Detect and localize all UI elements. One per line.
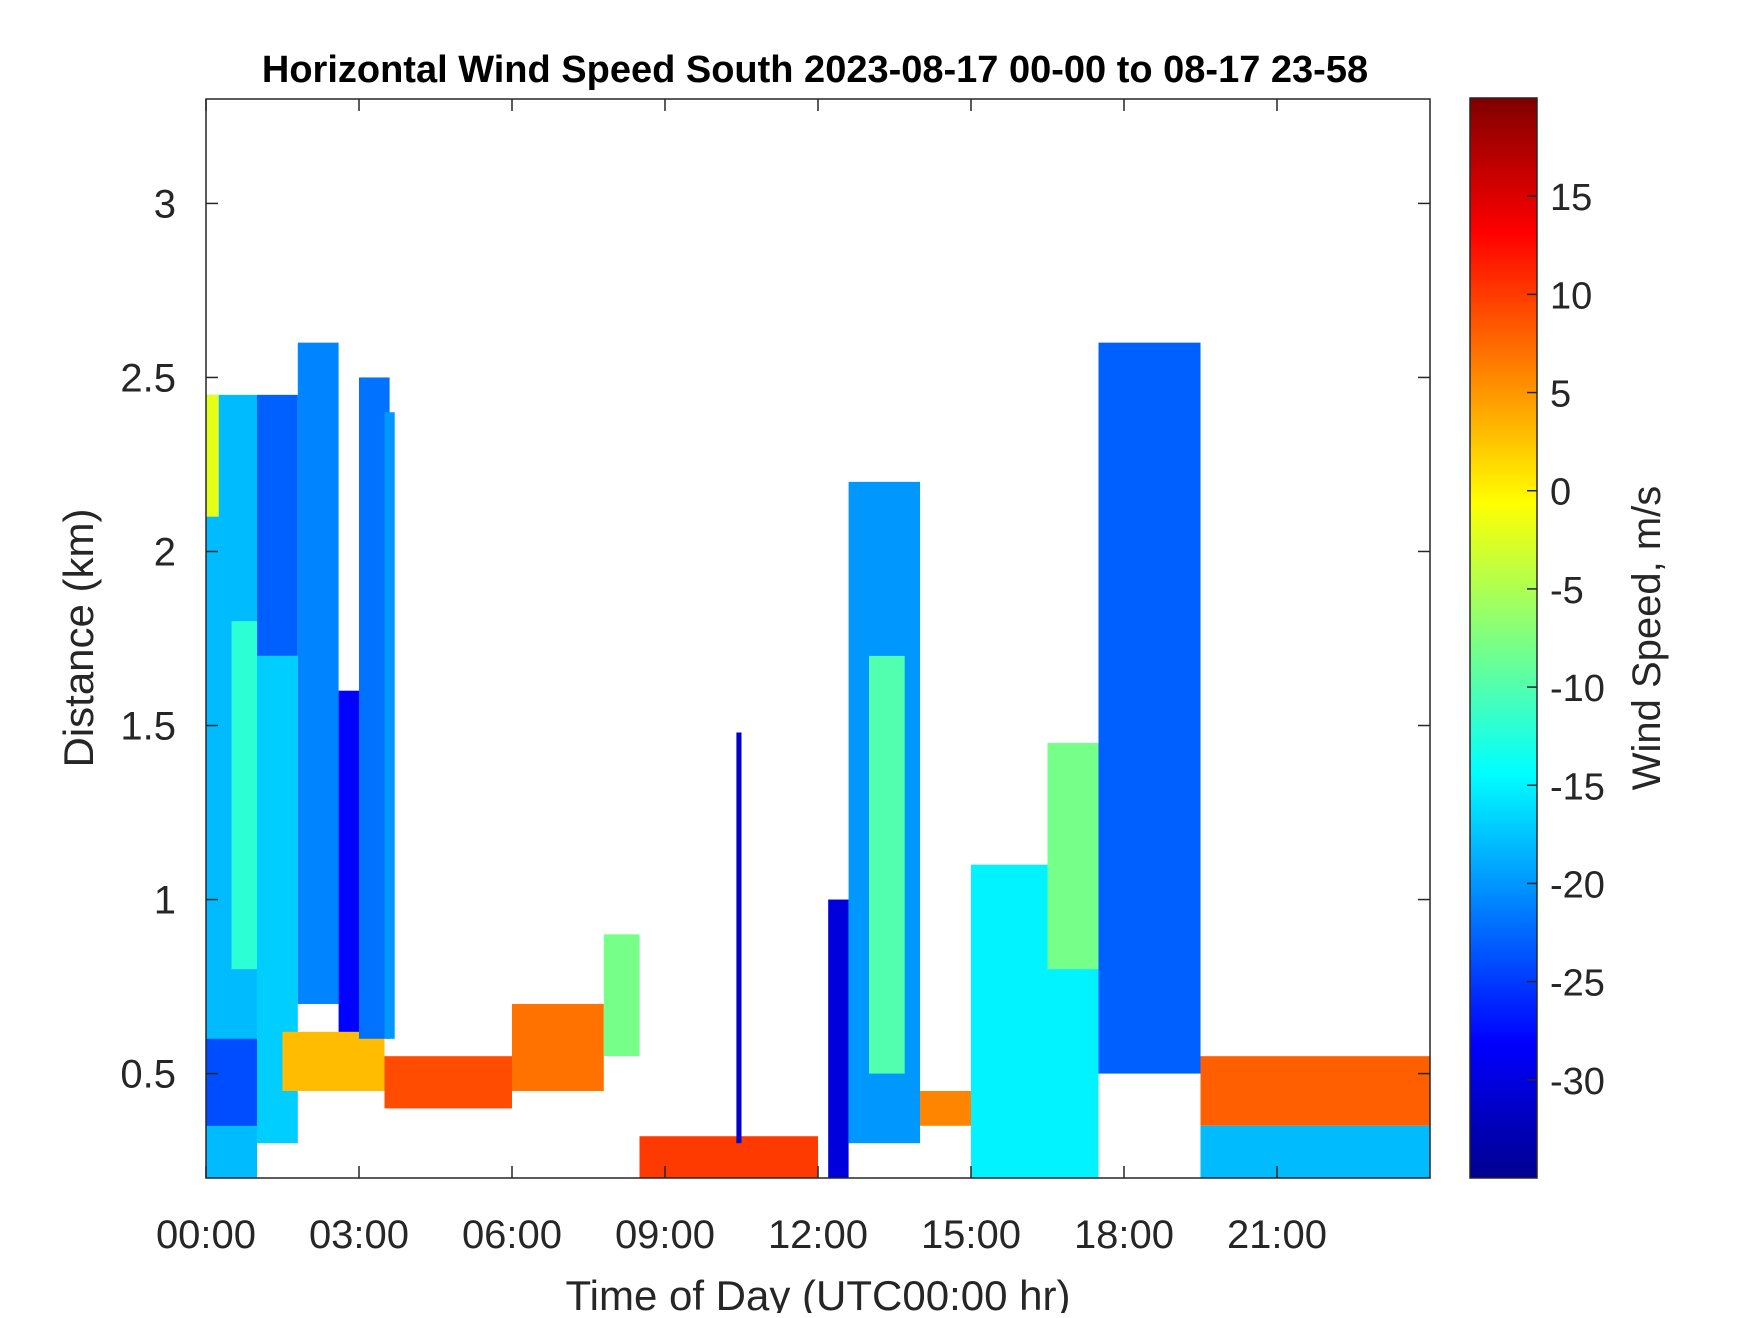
- heatmap-cell: [384, 1056, 512, 1109]
- heatmap-cell: [828, 899, 849, 1178]
- y-tick-label: 2.5: [120, 356, 176, 400]
- x-axis-label: Time of Day (UTC00:00 hr): [566, 1272, 1071, 1313]
- y-axis-label: Distance (km): [55, 508, 102, 767]
- y-tick-label: 0.5: [120, 1053, 176, 1097]
- heatmap-cell: [920, 1090, 971, 1126]
- heatmap-cell: [206, 394, 219, 517]
- heatmap-cell: [257, 394, 298, 656]
- colorbar-tick-label: 15: [1550, 177, 1592, 219]
- heatmap-cell: [384, 412, 395, 1039]
- heatmap-cell: [1098, 342, 1201, 1074]
- chart-title: Horizontal Wind Speed South 2023-08-17 0…: [262, 49, 1368, 91]
- x-tick-label: 15:00: [921, 1213, 1021, 1257]
- colorbar-tick-label: 10: [1550, 275, 1592, 317]
- x-tick-label: 18:00: [1074, 1213, 1174, 1257]
- colorbar-tick-label: 0: [1550, 472, 1571, 514]
- colorbar-tick-label: 5: [1550, 374, 1571, 416]
- heatmap-cell: [206, 1038, 257, 1126]
- x-tick-label: 03:00: [309, 1213, 409, 1257]
- x-tick-label: 12:00: [768, 1213, 868, 1257]
- colorbar-tick-label: -25: [1550, 963, 1605, 1005]
- heatmap-cell: [1200, 1125, 1430, 1178]
- heatmap-cell: [603, 934, 640, 1057]
- heatmap-cell: [869, 655, 905, 1074]
- y-tick-label: 3: [154, 182, 176, 226]
- heatmap-cell: [1047, 742, 1099, 970]
- colorbar-ticks: 15 10 5 0 -5 -10 -15 -20 -25 -30: [1527, 177, 1605, 1103]
- heatmap-cell: [736, 732, 742, 1144]
- colorbar-tick-label: -15: [1550, 766, 1605, 808]
- heatmap-cell: [639, 1136, 818, 1178]
- heatmap-cell: [282, 1031, 385, 1091]
- x-axis: 00:00 03:00 06:00 09:00 12:00 15:00 18:00 21:00: [156, 99, 1327, 1257]
- x-tick-label: 00:00: [156, 1213, 256, 1257]
- colorbar: [1469, 97, 1538, 1179]
- x-tick-label: 09:00: [615, 1213, 715, 1257]
- colorbar-tick-label: -10: [1550, 668, 1605, 710]
- colorbar-tick-label: -5: [1550, 570, 1584, 612]
- x-tick-label: 21:00: [1227, 1213, 1327, 1257]
- heatmap-cells: [206, 342, 1430, 1178]
- y-axis: 0.5 1 1.5 2 2.5 3: [120, 182, 1430, 1097]
- heatmap-cell: [297, 342, 339, 1004]
- y-tick-label: 1.5: [120, 705, 176, 749]
- colorbar-tick-label: -20: [1550, 864, 1605, 906]
- heatmap-cell: [338, 690, 359, 1039]
- colorbar-tick-label: -30: [1550, 1061, 1605, 1103]
- y-tick-label: 2: [154, 530, 176, 574]
- x-tick-label: 06:00: [462, 1213, 562, 1257]
- y-tick-label: 1: [154, 879, 176, 923]
- heatmap-cell: [512, 1003, 604, 1091]
- colorbar-label: Wind Speed, m/s: [1625, 486, 1669, 791]
- heatmap-cell: [1200, 1056, 1430, 1126]
